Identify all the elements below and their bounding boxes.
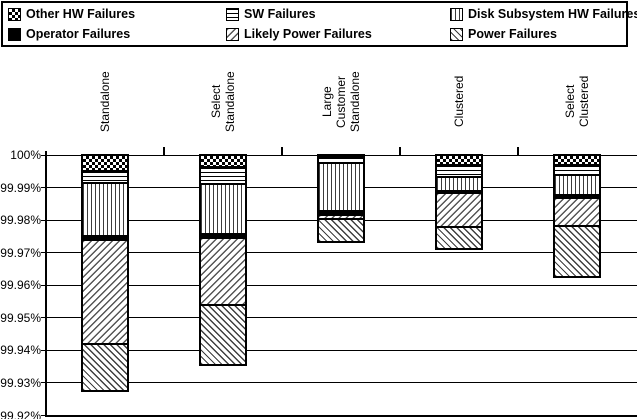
y-axis-tick [41, 382, 46, 384]
legend-item-operator-failures: Operator Failures [8, 26, 130, 42]
y-axis-tick [41, 187, 46, 189]
category-axis-tick [517, 147, 520, 155]
bar-segment-likely-power-failures [318, 215, 365, 220]
bar-segment-sw-failures [200, 167, 247, 184]
checker-pattern-swatch-icon [8, 7, 21, 21]
y-axis-tick-label: 99.98% [0, 213, 41, 228]
y-axis-tick [41, 154, 46, 156]
y-axis-tick [41, 349, 46, 351]
y-axis-tick [41, 317, 46, 319]
y-axis-tick-label: 99.93% [0, 375, 41, 390]
legend-item-sw-failures: SW Failures [226, 6, 316, 22]
hlines-pattern-swatch-icon [226, 7, 239, 21]
bar-segment-disk-subsystem-hw-failures [554, 175, 601, 196]
category-axis-tick [281, 147, 284, 155]
gridline [46, 349, 637, 351]
bar-segment-sw-failures [554, 165, 601, 176]
legend-item-likely-power-failures: Likely Power Failures [226, 26, 372, 42]
gridline [46, 317, 637, 319]
bar-large-customer-standalone [317, 154, 366, 243]
legend-item-other-hw-failures: Other HW Failures [8, 6, 135, 22]
bar-segment-disk-subsystem-hw-failures [200, 183, 247, 235]
bar-segment-disk-subsystem-hw-failures [318, 163, 365, 211]
legend-item-label: Disk Subsystem HW Failures [468, 7, 637, 21]
category-label-select-clustered: Select Clustered [563, 75, 592, 128]
bar-select-clustered [553, 154, 602, 279]
y-axis-tick-label: 99.95% [0, 310, 41, 325]
y-axis-tick-label: 99.94% [0, 343, 41, 358]
bar-segment-other-hw-failures [82, 155, 129, 171]
bar-segment-likely-power-failures [82, 240, 129, 344]
bar-segment-sw-failures [436, 165, 483, 178]
legend-item-label: SW Failures [244, 7, 316, 21]
category-label-clustered: Clustered [452, 75, 467, 128]
bar-segment-other-hw-failures [554, 155, 601, 166]
y-axis-tick-label: 99.97% [0, 245, 41, 260]
category-label-standalone: Standalone [98, 71, 113, 132]
legend-item-disk-subsystem-hw-failures: Disk Subsystem HW Failures [450, 6, 637, 22]
bar-segment-disk-subsystem-hw-failures [82, 182, 129, 236]
bar-segment-operator-failures [436, 191, 483, 194]
category-label-large-customer-standalone: Large Customer Standalone [320, 71, 363, 132]
y-axis-tick-label: 99.99% [0, 180, 41, 195]
y-axis-line [44, 151, 47, 417]
legend-item-label: Likely Power Failures [244, 27, 372, 41]
bar-segment-operator-failures [554, 195, 601, 199]
vlines-pattern-swatch-icon [450, 7, 463, 21]
bar-segment-sw-failures [82, 170, 129, 183]
gridline [46, 284, 637, 286]
bar-segment-operator-failures [200, 234, 247, 239]
bar-segment-operator-failures [82, 235, 129, 241]
y-axis-tick [41, 219, 46, 221]
legend-item-label: Other HW Failures [26, 7, 136, 21]
legend-item-label: Operator Failures [26, 27, 131, 41]
bar-standalone [81, 154, 130, 393]
category-label-select-standalone: Select Standalone [209, 71, 238, 132]
y-axis-tick [41, 415, 46, 416]
bar-clustered [435, 154, 484, 250]
bar-select-standalone [199, 154, 248, 366]
gridline [46, 415, 637, 417]
legend-item-power-failures: Power Failures [450, 26, 557, 42]
bar-segment-operator-failures [318, 211, 365, 216]
legend: Other HW Failures SW Failures Disk Subsy… [1, 1, 637, 47]
y-axis-tick-label: 99.92% [0, 408, 41, 419]
y-axis-tick [41, 252, 46, 254]
bar-segment-likely-power-failures [200, 238, 247, 305]
solid-pattern-swatch-icon [8, 27, 21, 41]
gridline [46, 252, 637, 254]
y-axis-tick-label: 99.96% [0, 278, 41, 293]
bar-segment-other-hw-failures [436, 155, 483, 166]
bar-segment-power-failures [82, 343, 129, 392]
y-axis-tick-label: 100% [10, 148, 41, 162]
diag-down-pattern-swatch-icon [450, 27, 463, 41]
bar-segment-likely-power-failures [554, 198, 601, 227]
bar-segment-likely-power-failures [436, 193, 483, 227]
gridline [46, 382, 637, 384]
diag-up-pattern-swatch-icon [226, 27, 239, 41]
category-axis-tick [399, 147, 402, 155]
bar-segment-other-hw-failures [318, 155, 365, 158]
bar-segment-other-hw-failures [200, 155, 247, 168]
category-axis-tick [163, 147, 166, 155]
bar-segment-power-failures [554, 226, 601, 278]
bar-segment-disk-subsystem-hw-failures [436, 177, 483, 192]
bar-segment-sw-failures [318, 157, 365, 164]
y-axis-tick [41, 284, 46, 286]
bar-segment-power-failures [318, 219, 365, 242]
legend-item-label: Power Failures [468, 27, 557, 41]
bar-segment-power-failures [200, 304, 247, 365]
bar-segment-power-failures [436, 226, 483, 249]
